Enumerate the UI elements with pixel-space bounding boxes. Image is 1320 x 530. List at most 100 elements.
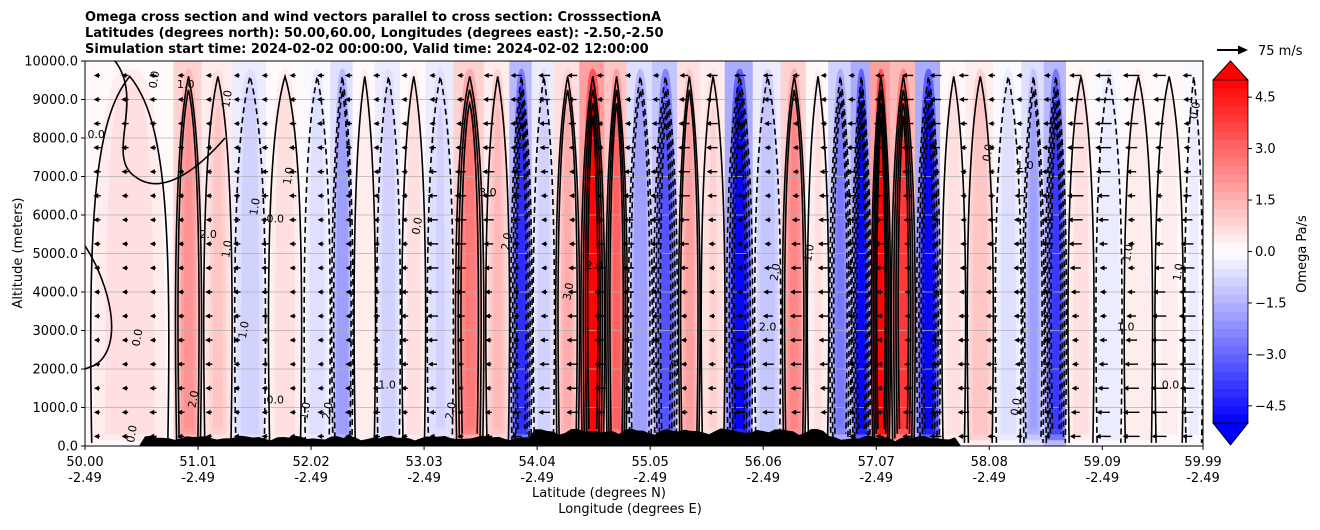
wind-vector-head — [1155, 169, 1161, 175]
wind-vector-head — [1016, 409, 1022, 415]
wind-vector-head — [538, 409, 544, 415]
omega-band — [563, 107, 572, 429]
wind-vector-head — [1042, 313, 1048, 319]
wind-vector-head — [149, 217, 155, 223]
wind-vector-head — [904, 337, 910, 343]
omega-band — [588, 107, 597, 429]
wind-vector-head — [1014, 361, 1020, 367]
x-tick-label-lat: 59.09 — [1084, 455, 1121, 470]
wind-vector-head — [652, 409, 658, 415]
wind-vector-head — [261, 72, 267, 79]
wind-vector-head — [791, 241, 797, 247]
omega-band — [409, 107, 418, 429]
wind-vector-head — [428, 409, 434, 415]
contour-line — [485, 76, 511, 443]
colorbar-tick-label: −1.5 — [1255, 296, 1287, 311]
wind-vector-head — [624, 385, 630, 391]
colorbar-level — [1213, 380, 1248, 389]
wind-vector-head — [454, 265, 460, 271]
chart-title-line-3: Simulation start time: 2024-02-02 00:00:… — [85, 42, 649, 57]
wind-vector-head — [455, 313, 461, 319]
contour-line — [920, 103, 937, 434]
colorbar-level — [1213, 242, 1248, 252]
wind-vector-head — [510, 145, 516, 151]
wind-vector-head — [177, 409, 183, 415]
wind-vector-head — [205, 241, 211, 247]
contour-line — [753, 76, 782, 443]
wind-vector-head — [428, 385, 434, 391]
wind-vector-head — [177, 241, 183, 247]
wind-vector-head — [400, 313, 406, 319]
contour-line — [557, 89, 579, 439]
wind-vector-head — [1041, 193, 1047, 199]
wind-vector-head — [789, 337, 795, 343]
wind-vector-head — [513, 337, 519, 343]
wind-vector-head — [820, 145, 826, 151]
wind-vector-head — [1127, 289, 1133, 295]
colorbar-level — [1213, 251, 1248, 261]
contour-label: 3.0 — [560, 282, 576, 301]
wind-vector-head — [761, 361, 767, 367]
wind-vector-head — [763, 96, 769, 103]
wind-vector-head — [652, 96, 658, 103]
wind-vector-head — [902, 193, 908, 199]
wind-vector-head — [1013, 289, 1019, 295]
wind-vector-head — [149, 313, 155, 319]
wind-vector-head — [707, 193, 713, 199]
contour-line — [994, 76, 1023, 443]
wind-vector-head — [733, 409, 739, 415]
wind-vector-head — [986, 409, 992, 415]
wind-vector-head — [482, 120, 488, 127]
wind-vector-head — [373, 96, 379, 103]
omega-band — [924, 107, 933, 429]
contour-line — [89, 75, 170, 443]
contour-label: 2.0 — [499, 232, 515, 251]
wind-vector-head — [596, 217, 602, 223]
wind-vector-head — [762, 337, 768, 343]
wind-vector-head — [1043, 96, 1049, 103]
wind-vector-head — [1016, 120, 1022, 127]
wind-vector-head — [233, 217, 239, 223]
wind-vector-head — [820, 96, 826, 103]
wind-vector-head — [734, 385, 740, 391]
wind-vector-head — [874, 217, 880, 223]
wind-vector-head — [400, 385, 406, 391]
x-axis-label-longitude: Longitude (degrees E) — [558, 502, 702, 517]
wind-vector-head — [764, 169, 770, 175]
contour-line — [677, 76, 701, 443]
omega-band — [685, 107, 693, 429]
wind-vector-head — [401, 409, 407, 415]
colorbar-level — [1213, 165, 1248, 175]
contour-line — [267, 73, 303, 443]
wind-vector-head — [902, 433, 908, 439]
wind-vector-head — [678, 145, 684, 151]
wind-vector-head — [372, 361, 378, 367]
wind-vector-head — [482, 217, 488, 223]
contour-label: 1.0 — [378, 378, 396, 391]
wind-vector-head — [735, 145, 741, 151]
colorbar-tick-label: 3.0 — [1255, 142, 1276, 157]
contour-line — [897, 114, 910, 430]
contour-line — [806, 76, 830, 443]
wind-vector-head — [426, 313, 432, 319]
wind-vector-head — [317, 337, 323, 343]
wind-vector-head — [373, 265, 379, 271]
wind-vector-head — [1016, 433, 1022, 439]
contour-label: 1.0 — [667, 359, 683, 378]
x-tick-label-lat: 54.04 — [519, 455, 556, 470]
colorbar-level — [1213, 371, 1248, 381]
wind-vector-head — [344, 433, 350, 439]
wind-vector-head — [623, 193, 629, 199]
wind-vector-head — [818, 337, 824, 343]
contour-line — [509, 76, 533, 443]
wind-vector-head — [1178, 313, 1184, 319]
contour-line — [872, 89, 890, 439]
wind-vector-head — [260, 241, 266, 247]
wind-vector-head — [512, 385, 518, 391]
wind-vector-head — [678, 217, 684, 223]
wind-vector-head — [205, 120, 211, 127]
wind-vector-head — [764, 217, 770, 223]
contour-label: 0.0 — [87, 128, 105, 141]
wind-vector-head — [651, 120, 657, 127]
